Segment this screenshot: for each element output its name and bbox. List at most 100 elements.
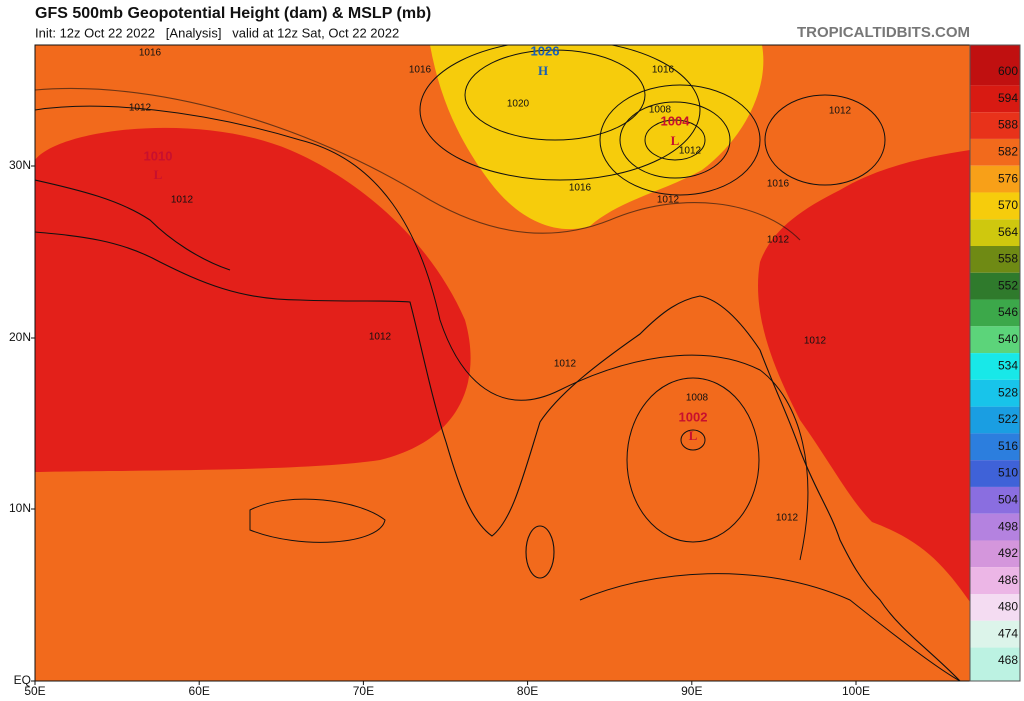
colorbar-swatch	[970, 326, 1020, 354]
height-region-588	[35, 127, 471, 472]
colorbar-label: 582	[998, 144, 1018, 158]
colorbar-label: 492	[998, 546, 1018, 560]
colorbar-label: 474	[998, 626, 1018, 640]
isobar-label: 1012	[171, 195, 194, 206]
coastline	[525, 525, 555, 579]
colorbar-swatch	[970, 138, 1020, 166]
colorbar-label: 600	[998, 64, 1018, 78]
isobar-label: 1016	[652, 65, 675, 76]
subtitle: Init: 12z Oct 22 2022 [Analysis] valid a…	[35, 25, 399, 40]
colorbar-label: 564	[998, 225, 1018, 239]
map-area	[35, 45, 970, 681]
colorbar-label: 486	[998, 573, 1018, 587]
isobar-label: 1012	[776, 513, 799, 524]
colorbar-label: 480	[998, 600, 1018, 614]
colorbar-swatch	[970, 433, 1020, 461]
isobar	[249, 498, 386, 543]
isobar-label: 1012	[829, 106, 852, 117]
coastline	[35, 231, 961, 681]
colorbar-frame	[969, 44, 1021, 682]
isobar	[680, 429, 706, 451]
isobar-label: 1016	[569, 183, 592, 194]
lon-label: 60E	[189, 684, 210, 698]
pressure-center-value: 1010	[144, 148, 173, 163]
colorbar-label: 534	[998, 359, 1018, 373]
isobar-label: 1012	[129, 103, 152, 114]
colorbar-swatch	[970, 246, 1020, 273]
colorbar-label: 504	[998, 492, 1018, 506]
colorbar-swatch	[970, 85, 1020, 113]
isobar	[419, 45, 701, 181]
isobar-label: 1012	[657, 195, 680, 206]
isobar	[35, 105, 809, 561]
colorbar-swatch	[970, 460, 1020, 487]
colorbar-swatch	[970, 219, 1020, 247]
colorbar-swatch	[970, 272, 1020, 300]
pressure-center-letter: L	[689, 428, 698, 443]
colorbar-swatch	[970, 192, 1020, 220]
colorbar-label: 576	[998, 171, 1018, 185]
lon-label: 70E	[353, 684, 374, 698]
pressure-center-value: 1002	[679, 409, 708, 424]
colorbar-swatch	[970, 379, 1020, 407]
colorbar-swatch	[970, 45, 1020, 86]
isobar-label: 1016	[767, 179, 790, 190]
isobar	[579, 573, 961, 681]
colorbar-label: 468	[998, 653, 1018, 667]
colorbar-label: 498	[998, 519, 1018, 533]
isobar-label: 1012	[767, 235, 790, 246]
pressure-center-letter: H	[538, 63, 548, 78]
height-region-588	[758, 150, 970, 602]
isobar	[626, 377, 760, 543]
colorbar-label: 588	[998, 118, 1018, 132]
lon-label: 90E	[681, 684, 702, 698]
isobar-label: 1016	[409, 65, 432, 76]
colorbar-swatch	[970, 406, 1020, 434]
isobar-label: 1008	[686, 393, 709, 404]
pressure-center-value: 1004	[661, 113, 691, 128]
lon-label: 80E	[517, 684, 538, 698]
lat-label: 30N	[9, 158, 31, 172]
lat-label: 20N	[9, 330, 31, 344]
colorbar-swatch	[970, 567, 1020, 595]
colorbar-swatch	[970, 486, 1020, 514]
isobar-label: 1012	[679, 146, 702, 157]
colorbar-label: 552	[998, 278, 1018, 292]
border	[35, 87, 801, 241]
isobar-label: 1012	[554, 359, 577, 370]
height-region-576	[430, 45, 764, 230]
title: GFS 500mb Geopotential Height (dam) & MS…	[35, 5, 431, 22]
isobar-label: 1008	[649, 105, 672, 116]
pressure-center-letter: L	[154, 167, 163, 182]
isobar	[599, 84, 761, 196]
colorbar-label: 570	[998, 198, 1018, 212]
isobar	[764, 94, 886, 186]
colorbar-swatch	[970, 594, 1020, 621]
pressure-center-letter: L	[671, 133, 680, 148]
colorbar-label: 516	[998, 439, 1018, 453]
isobar	[619, 101, 731, 179]
colorbar-label: 594	[998, 91, 1018, 105]
colorbar-label: 510	[998, 466, 1018, 480]
colorbar-label: 558	[998, 252, 1018, 266]
colorbar-swatch	[970, 647, 1020, 681]
lat-label: EQ	[14, 673, 31, 687]
lat-label: 10N	[9, 501, 31, 515]
colorbar-swatch	[970, 540, 1020, 568]
colorbar-swatch	[970, 353, 1020, 380]
colorbar-label: 522	[998, 412, 1018, 426]
isobar	[464, 49, 646, 141]
isobar-label: 1020	[507, 99, 530, 110]
colorbar-swatch	[970, 112, 1020, 139]
isobar	[644, 119, 706, 161]
colorbar-swatch	[970, 620, 1020, 648]
lon-label: 100E	[842, 684, 870, 698]
colorbar-swatch	[970, 299, 1020, 327]
pressure-center-value: 1026	[531, 43, 560, 58]
colorbar-label: 546	[998, 305, 1018, 319]
isobar-label: 1016	[139, 48, 162, 59]
isobar-label: 1012	[804, 336, 827, 347]
colorbar-label: 540	[998, 332, 1018, 346]
colorbar-label: 528	[998, 385, 1018, 399]
